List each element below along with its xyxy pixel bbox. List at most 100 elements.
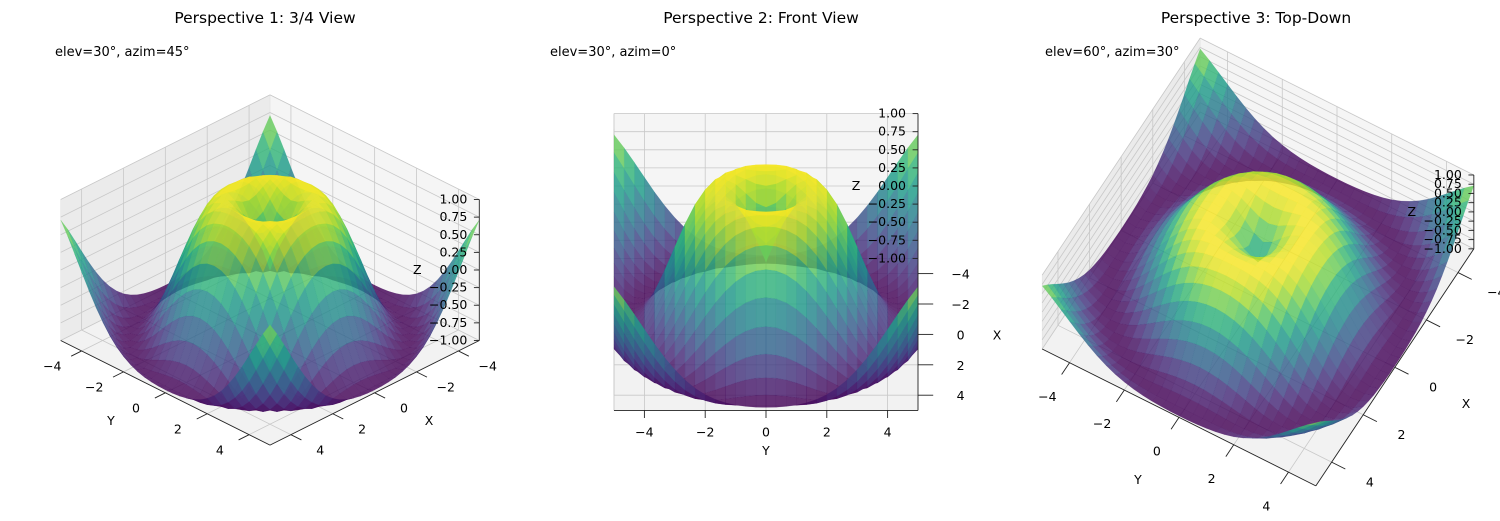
y-tick-mark [1061, 362, 1070, 375]
z-tick-label: −1.00 [1423, 241, 1461, 256]
y-tick-label: −4 [635, 425, 653, 440]
axes: −4 −2 0 2 4 X −4 −2 0 2 4 Y −1.00 −0.75 −0.50 −0.25 0.00… [614, 106, 1002, 458]
x-tick-label: −4 [951, 267, 969, 282]
y-tick-mark [1115, 389, 1125, 403]
z-tick-label: −0.75 [429, 315, 467, 330]
subplot-title: Perspective 1: 3/4 View [174, 9, 356, 27]
subplot-title: Perspective 3: Top-Down [1161, 9, 1351, 27]
z-tick-label: −0.25 [429, 280, 467, 295]
z-tick-label: −1.00 [429, 333, 467, 348]
x-tick-mark [1394, 366, 1409, 375]
y-tick-mark [238, 434, 250, 441]
z-tick-label: 0.25 [1434, 195, 1462, 210]
x-tick-mark [1331, 461, 1346, 470]
z-axis-label: Z [413, 262, 422, 277]
x-tick-label: 2 [957, 358, 965, 373]
z-axis-label: Z [1408, 204, 1417, 219]
x-tick-mark [1363, 414, 1378, 422]
axes: −4 −2 0 2 4 X −4 −2 0 2 4 Y −1.00 −0.75 −0.50 −0.25 0.00… [43, 192, 497, 458]
x-tick-mark [458, 350, 470, 357]
y-tick-label: 2 [823, 425, 831, 440]
z-tick-label: 0.00 [1434, 204, 1462, 219]
x-tick-label: 0 [400, 401, 408, 416]
x-tick-label: 4 [957, 388, 965, 403]
x-tick-mark [374, 392, 386, 399]
x-tick-mark [290, 434, 302, 441]
z-tick-label: −0.50 [429, 297, 467, 312]
y-tick-mark [1170, 417, 1180, 430]
x-tick-label: 0 [957, 327, 965, 342]
x-tick-label: 2 [1398, 427, 1406, 442]
z-tick-label: 0.75 [878, 124, 906, 139]
x-axis-label: X [425, 413, 434, 428]
x-tick-label: −4 [478, 359, 496, 374]
z-tick-label: 0.25 [439, 244, 467, 259]
z-tick-label: −0.50 [868, 214, 906, 229]
z-tick-label: 1.00 [439, 192, 467, 207]
x-tick-label: 4 [1366, 474, 1374, 489]
x-axis-label: X [1462, 396, 1471, 411]
x-tick-label: 0 [1429, 380, 1437, 395]
z-tick-label: 0.50 [439, 227, 467, 242]
z-tick-label: −0.75 [868, 232, 906, 247]
z-tick-label: 0.00 [439, 262, 467, 277]
surface [613, 134, 919, 408]
surface [60, 115, 480, 412]
y-tick-label: 4 [884, 425, 892, 440]
y-tick-label: 0 [762, 425, 770, 440]
x-tick-mark [1457, 272, 1472, 280]
y-tick-label: −2 [85, 380, 103, 395]
x-tick-label: 4 [316, 442, 324, 457]
y-axis-label: Y [761, 443, 770, 458]
x-tick-label: 2 [358, 421, 366, 436]
y-tick-label: 4 [216, 442, 224, 457]
view-annotation: elev=30°, azim=0° [550, 45, 676, 60]
z-tick-label: −0.50 [1423, 222, 1461, 237]
z-tick-label: 0.25 [878, 160, 906, 175]
axes: −4 −2 0 2 4 X −4 −2 0 2 4 Y −1.00−0.75−0.50−0.250.00… [1038, 167, 1500, 513]
y-tick-label: −4 [1038, 389, 1056, 404]
subplot-title: Perspective 2: Front View [663, 9, 859, 27]
x-tick-mark [1426, 319, 1441, 328]
y-tick-label: 0 [1153, 444, 1161, 459]
y-tick-label: −2 [696, 425, 714, 440]
z-tick-label: −0.25 [868, 196, 906, 211]
z-tick-label: 0.50 [1434, 185, 1462, 200]
y-tick-label: 0 [132, 401, 140, 416]
surface [1042, 48, 1474, 439]
z-tick-label: 1.00 [878, 106, 906, 121]
z-tick-label: 0.75 [439, 209, 467, 224]
z-axis-label: Z [852, 178, 861, 193]
x-tick-mark [332, 413, 344, 420]
z-tick-label: −0.75 [1423, 232, 1461, 247]
y-tick-mark [154, 392, 166, 399]
y-tick-mark [112, 371, 124, 378]
x-tick-label: −2 [1455, 332, 1473, 347]
y-tick-label: −2 [1093, 416, 1111, 431]
subplot-1: Perspective 1: 3/4 View elev=30°, azim=45… [43, 9, 497, 457]
y-tick-mark [196, 413, 208, 420]
y-axis-label: Y [106, 413, 115, 428]
view-annotation: elev=60°, azim=30° [1045, 45, 1180, 60]
z-tick-label: 1.00 [1434, 167, 1462, 182]
y-tick-mark [1225, 444, 1235, 457]
z-tick-label: −0.25 [1423, 213, 1461, 228]
x-tick-label: −2 [437, 380, 455, 395]
y-tick-label: 4 [1262, 498, 1270, 513]
y-tick-label: 2 [1208, 471, 1216, 486]
y-tick-label: −4 [43, 359, 61, 374]
x-axis-label: X [993, 327, 1002, 342]
x-tick-label: −2 [951, 297, 969, 312]
z-tick-label: 0.75 [1434, 176, 1462, 191]
y-tick-label: 2 [174, 421, 182, 436]
subplot-2: Perspective 2: Front View elev=30°, azim=… [550, 9, 1002, 458]
z-tick-label: 0.50 [878, 142, 906, 157]
y-tick-mark [1280, 471, 1289, 485]
z-tick-label: −1.00 [868, 250, 906, 265]
y-tick-mark [70, 350, 82, 357]
z-tick-label: 0.00 [878, 178, 906, 193]
x-tick-label: −4 [1487, 285, 1500, 300]
y-axis-label: Y [1133, 472, 1142, 487]
x-tick-mark [416, 371, 428, 378]
